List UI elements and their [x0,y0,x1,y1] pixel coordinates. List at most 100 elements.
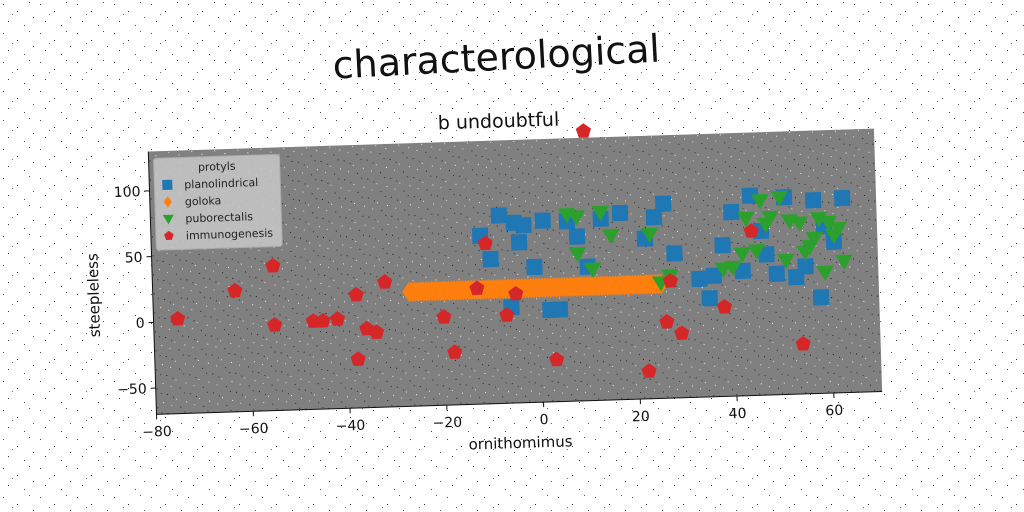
series-goloka [402,273,669,303]
data-point-puborectalis [747,244,766,260]
data-point-puborectalis [835,254,853,270]
legend-marker-planolindrical [162,179,173,191]
data-point-immunogenesis [674,325,690,340]
data-point-planolindrical [482,250,499,268]
data-point-planolindrical [691,270,708,288]
legend-label-puborectalis: puborectalis [185,210,253,225]
data-point-immunogenesis [350,351,366,366]
data-point-immunogenesis [265,257,281,273]
data-point-planolindrical [758,246,775,263]
data-point-planolindrical [701,290,718,307]
legend-label-goloka: goloka [185,194,222,208]
x-tick-label: −60 [239,421,269,438]
x-tick-label: 40 [728,406,746,423]
data-point-immunogenesis [743,223,759,238]
data-point-planolindrical [611,204,629,222]
data-point-planolindrical [551,301,569,318]
data-point-puborectalis [591,205,610,222]
plot-group: −80 −60 −40 −20 0 20 40 60 −50 0 50 100 protyls plan… [83,109,883,454]
y-axis-label: steepleless [83,253,104,338]
y-tick-label: 100 [114,184,141,201]
data-point-planolindrical [741,187,759,204]
data-point-immunogenesis [369,324,385,340]
y-tick-label: 0 [135,316,144,332]
x-tick-label: −40 [336,418,366,435]
data-point-immunogenesis [329,311,346,326]
data-point-planolindrical [666,245,683,262]
data-point-planolindrical [568,228,586,245]
data-point-planolindrical [734,262,752,280]
data-point-puborectalis [829,221,847,238]
data-point-planolindrical [510,234,528,251]
data-point-immunogenesis [575,123,591,138]
x-tick-label: 60 [825,403,843,420]
data-point-puborectalis [790,216,808,232]
data-point-planolindrical [654,195,672,212]
data-point-immunogenesis [795,336,811,351]
data-point-puborectalis [568,247,587,263]
data-point-puborectalis [567,210,586,226]
data-point-puborectalis [819,215,838,231]
data-point-planolindrical [812,289,830,306]
data-point-planolindrical [490,207,508,224]
x-axis-line [156,391,883,415]
series-planolindrical [471,187,851,319]
x-axis-label: ornithomimus [468,432,573,453]
legend-marker-immunogenesis [164,230,174,240]
data-point-puborectalis [736,211,755,227]
data-point-puborectalis [761,210,779,227]
data-point-planolindrical [705,267,723,285]
data-point-planolindrical [804,192,822,209]
data-point-immunogenesis [659,313,675,329]
data-point-puborectalis [805,231,823,248]
data-marks [170,123,853,378]
data-point-immunogenesis [508,285,524,301]
legend-label-planolindrical: planolindrical [184,176,258,191]
y-axis-line [147,151,158,415]
data-point-immunogenesis [305,313,321,328]
data-point-planolindrical [515,216,532,234]
data-point-immunogenesis [377,274,393,289]
data-point-immunogenesis [170,310,186,326]
data-point-planolindrical [722,203,740,221]
data-point-planolindrical [768,265,786,283]
legend-label-immunogenesis: immunogenesis [186,227,274,243]
plot-noise [148,128,883,415]
data-point-immunogenesis [315,312,331,328]
data-point-immunogenesis [267,317,283,332]
data-point-immunogenesis [477,235,493,251]
data-point-puborectalis [733,247,751,263]
x-tick-label: 20 [632,409,650,426]
legend-box [153,153,283,251]
x-tick-label: −80 [142,424,172,441]
axes: −80 −60 −40 −20 0 20 40 60 −50 0 50 100 [114,151,883,441]
x-tick-label: −20 [432,415,462,432]
data-point-puborectalis [601,228,620,245]
data-point-puborectalis [816,265,834,282]
data-point-puborectalis [640,227,659,244]
data-point-immunogenesis [447,344,463,359]
data-point-immunogenesis [662,273,678,288]
legend-marker-puborectalis [162,214,174,225]
data-point-immunogenesis [436,309,452,324]
data-point-immunogenesis [469,280,485,296]
y-tick-label: −50 [117,381,147,398]
data-point-puborectalis [777,253,795,270]
data-point-planolindrical [797,258,814,275]
data-point-planolindrical [714,236,731,254]
data-point-puborectalis [583,262,602,278]
legend: protyls planolindrical goloka puborectalis i… [153,153,283,251]
data-point-immunogenesis [641,363,657,378]
y-tick-label: 50 [125,250,143,267]
x-tick-label: 0 [539,412,548,428]
data-point-planolindrical [645,208,663,226]
series-immunogenesis [170,123,811,378]
data-point-planolindrical [833,189,851,207]
data-point-puborectalis [750,193,769,210]
data-point-planolindrical [534,212,551,229]
data-point-immunogenesis [499,307,515,322]
data-point-immunogenesis [716,299,733,314]
data-point-planolindrical [526,258,543,276]
